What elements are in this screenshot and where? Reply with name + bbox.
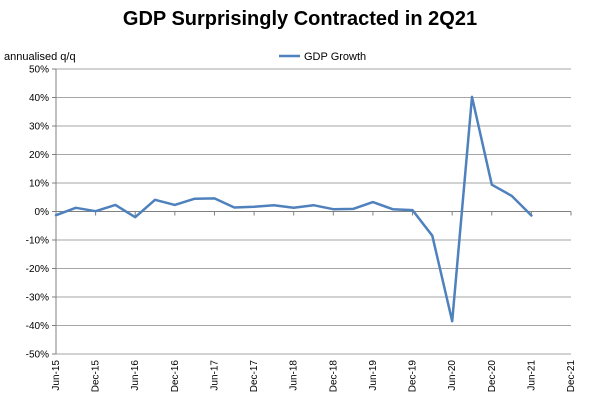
y-tick-label: 20% bbox=[29, 150, 49, 161]
x-tick-label: Dec-17 bbox=[249, 360, 260, 393]
data-point bbox=[510, 195, 512, 197]
data-point bbox=[55, 214, 57, 216]
y-axis-label: annualised q/q bbox=[4, 51, 76, 63]
data-point bbox=[292, 207, 294, 209]
y-tick-label: -20% bbox=[26, 264, 49, 275]
axes bbox=[52, 68, 572, 355]
data-point bbox=[213, 197, 215, 199]
data-point bbox=[312, 204, 314, 206]
x-tick-label: Jun-15 bbox=[51, 360, 62, 391]
legend-label: GDP Growth bbox=[304, 51, 366, 63]
y-tick-label: -50% bbox=[26, 350, 49, 361]
series-layer bbox=[54, 95, 533, 323]
chart-title: GDP Surprisingly Contracted in 2Q21 bbox=[123, 8, 477, 30]
x-tick-label: Jun-21 bbox=[526, 360, 537, 391]
data-point bbox=[193, 197, 195, 199]
x-tick-label: Jun-20 bbox=[447, 360, 458, 391]
data-point bbox=[154, 199, 156, 201]
legend: GDP Growth bbox=[279, 51, 366, 63]
x-tick-label: Jun-18 bbox=[289, 360, 300, 391]
y-tick-label: -10% bbox=[26, 236, 49, 247]
y-tick-labels: 50% 40% 30% 20% 10% 0% -10% -20% -30% -40% -50% bbox=[26, 65, 49, 361]
x-tick-label: Dec-16 bbox=[170, 360, 181, 393]
y-tick-label: 0% bbox=[35, 207, 50, 218]
x-tick-label: Dec-19 bbox=[408, 360, 419, 393]
x-tick-label: Dec-15 bbox=[91, 360, 102, 393]
y-tick-label: 40% bbox=[29, 93, 49, 104]
data-point bbox=[134, 216, 136, 218]
data-point bbox=[471, 96, 473, 98]
x-tick-label: Dec-18 bbox=[328, 360, 339, 393]
y-tick-label: 10% bbox=[29, 179, 49, 190]
y-tick-label: 30% bbox=[29, 122, 49, 133]
data-point bbox=[352, 208, 354, 210]
x-tick-label: Jun-16 bbox=[130, 360, 141, 391]
series-line-gdp-growth bbox=[54, 95, 533, 323]
data-point bbox=[332, 208, 334, 210]
x-tick-label: Jun-19 bbox=[368, 360, 379, 391]
data-point bbox=[94, 210, 96, 212]
data-point bbox=[491, 184, 493, 186]
x-tick-label: Dec-21 bbox=[566, 360, 577, 393]
x-tick-labels: Jun-15 Dec-15 Jun-16 Dec-16 Jun-17 Dec-17 Jun-… bbox=[51, 360, 577, 393]
data-point bbox=[114, 204, 116, 206]
y-tick-label: 50% bbox=[29, 65, 49, 76]
data-point bbox=[174, 204, 176, 206]
y-tick-label: -30% bbox=[26, 293, 49, 304]
data-point bbox=[530, 214, 532, 216]
data-point bbox=[75, 207, 77, 209]
data-point bbox=[411, 209, 413, 211]
data-point bbox=[273, 204, 275, 206]
x-tick-label: Jun-17 bbox=[209, 360, 220, 391]
data-point bbox=[392, 208, 394, 210]
data-point bbox=[233, 206, 235, 208]
y-tick-label: -40% bbox=[26, 321, 49, 332]
data-point bbox=[431, 235, 433, 237]
x-tick-label: Dec-20 bbox=[487, 360, 498, 393]
data-point bbox=[451, 320, 453, 322]
data-point bbox=[372, 201, 374, 203]
data-point bbox=[253, 205, 255, 207]
